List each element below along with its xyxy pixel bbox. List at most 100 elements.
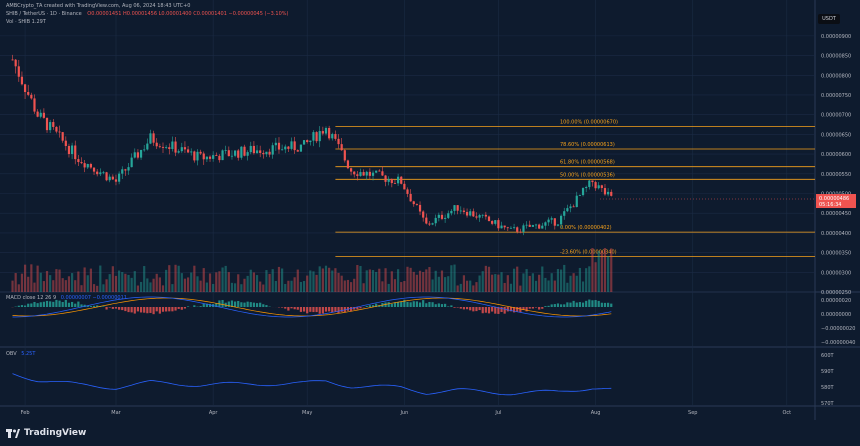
volume-bar <box>237 274 240 292</box>
macd-histogram-bar <box>243 302 246 307</box>
macd-histogram-bar <box>509 307 513 312</box>
volume-bar <box>165 269 168 292</box>
candle-body <box>265 151 268 155</box>
macd-histogram-bar <box>121 307 124 311</box>
volume-bar <box>465 280 469 292</box>
macd-histogram-bar <box>246 301 249 307</box>
volume-bar <box>290 280 293 292</box>
volume-bar <box>415 274 419 292</box>
volume-bar <box>572 273 575 292</box>
candle-body <box>293 141 296 151</box>
candle-body <box>190 151 193 153</box>
volume-bar <box>121 272 124 292</box>
macd-y-tick-label: 0.00000000 <box>821 312 851 318</box>
candle-body <box>343 150 346 161</box>
tradingview-logo: TradingView <box>6 428 86 438</box>
volume-bar <box>105 279 108 292</box>
macd-histogram-bar <box>331 307 334 313</box>
candle-body <box>259 150 262 153</box>
volume-bar <box>575 275 578 292</box>
volume-bar <box>494 274 497 292</box>
volume-bar <box>11 280 14 292</box>
volume-bar <box>74 280 77 292</box>
macd-histogram-bar <box>396 302 400 307</box>
x-tick-label: Feb <box>21 410 30 416</box>
candle-body <box>23 84 27 93</box>
macd-histogram-bar <box>133 307 136 314</box>
volume-bar <box>400 282 403 292</box>
candle-body <box>36 111 39 117</box>
candle-body <box>233 150 237 156</box>
candle-body <box>453 205 456 211</box>
macd-histogram-bar <box>334 307 337 312</box>
y-tick-label: 0.00000400 <box>821 231 851 237</box>
macd-histogram-bar <box>58 300 61 307</box>
candle-body <box>597 185 600 189</box>
macd-histogram-bar <box>431 302 434 307</box>
volume-bar <box>27 276 30 292</box>
candle-body <box>594 182 597 189</box>
candle-body <box>33 98 36 112</box>
candle-body <box>243 146 246 156</box>
volume-bar <box>143 266 146 292</box>
macd-histogram-bar <box>255 303 259 307</box>
candle-body <box>362 172 365 176</box>
volume-bar <box>202 268 205 292</box>
macd-histogram-bar <box>49 301 52 307</box>
volume-bar <box>49 275 52 292</box>
macd-histogram-bar <box>375 303 378 307</box>
volume-bar <box>503 282 506 292</box>
macd-histogram-bar <box>437 303 440 307</box>
macd-histogram-bar <box>74 303 77 307</box>
candle-body <box>27 92 30 95</box>
candle-body <box>588 180 591 188</box>
candle-body <box>603 188 607 195</box>
macd-histogram-bar <box>208 303 212 307</box>
macd-histogram-bar <box>541 307 544 309</box>
volume-bar <box>378 268 381 292</box>
candle-body <box>205 156 208 160</box>
volume-bar <box>259 281 262 292</box>
volume-bar <box>92 284 96 292</box>
symbol-line: SHIB / TetherUS · 1D · Binance O0.000014… <box>6 11 288 17</box>
macd-histogram-bar <box>519 307 522 313</box>
volume-bar <box>315 274 318 292</box>
volume-bar <box>161 285 165 292</box>
last-price-value: 0.00000486 <box>819 196 849 202</box>
volume-bar <box>497 274 500 292</box>
macd-histogram-bar <box>33 301 36 307</box>
macd-histogram-bar <box>572 300 575 307</box>
volume-bar <box>512 268 516 292</box>
fib-level-label: 61.80% (0.00000568) <box>560 160 615 166</box>
candle-body <box>171 141 174 150</box>
volume-bar <box>302 281 306 292</box>
macd-histogram-bar <box>447 306 450 307</box>
macd-histogram-bar <box>259 302 262 307</box>
macd-histogram-bar <box>500 307 503 312</box>
volume-bar <box>516 266 519 292</box>
candle-body <box>406 189 409 194</box>
volume-bar <box>287 280 290 292</box>
macd-histogram-bar <box>205 303 208 307</box>
candle-body <box>111 176 114 180</box>
price-unit-badge[interactable]: USDT <box>818 14 840 24</box>
volume-bar <box>252 272 256 292</box>
volume-bar <box>353 278 356 292</box>
macd-histogram-bar <box>371 305 375 307</box>
macd-histogram-bar <box>318 307 321 314</box>
volume-bar <box>221 267 224 292</box>
candle-body <box>302 140 306 145</box>
candle-body <box>296 150 299 152</box>
obv-y-tick-label: 600T <box>821 353 835 359</box>
volume-bar <box>190 272 193 292</box>
volume-bar <box>469 280 472 292</box>
macd-histogram-bar <box>152 307 155 315</box>
volume-bar <box>139 281 143 292</box>
volume-bar <box>133 271 136 292</box>
macd-histogram-bar <box>61 301 64 307</box>
volume-bar <box>52 280 55 292</box>
y-tick-label: 0.00000900 <box>821 34 851 40</box>
macd-histogram-bar <box>425 303 428 307</box>
candle-body <box>585 187 588 189</box>
